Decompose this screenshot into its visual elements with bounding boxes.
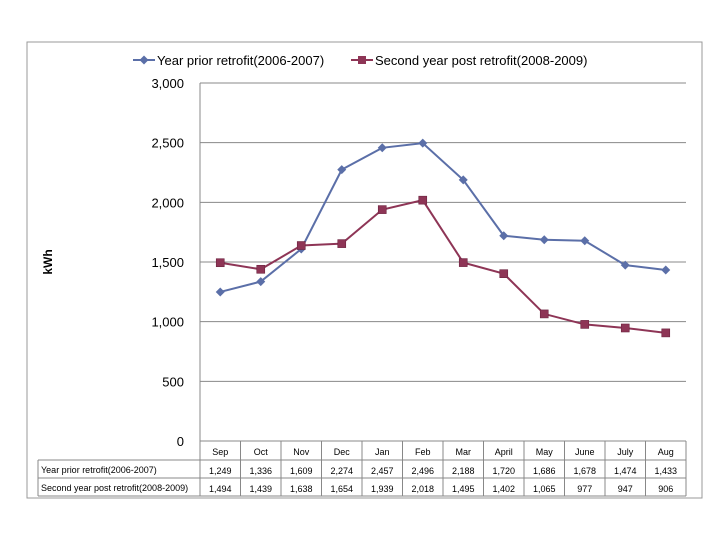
x-tick-label: Oct [254, 447, 269, 457]
data-point [337, 239, 347, 248]
x-tick-label: April [495, 447, 513, 457]
x-tick-label: Feb [415, 447, 431, 457]
y-tick-label: 3,000 [151, 76, 184, 91]
data-point [458, 258, 468, 267]
data-point [499, 231, 509, 241]
data-point [256, 277, 266, 287]
table-cell: 1,495 [452, 484, 475, 494]
table-cell: 1,474 [614, 466, 637, 476]
table-cell: 1,686 [533, 466, 556, 476]
table-cell: 1,402 [492, 484, 515, 494]
y-tick-label: 1,000 [151, 315, 184, 330]
x-tick-label: Dec [334, 447, 351, 457]
table-cell: 1,609 [290, 466, 313, 476]
data-point [215, 258, 225, 268]
x-tick-label: Mar [456, 447, 472, 457]
data-point [539, 235, 549, 245]
data-point [661, 265, 671, 275]
series-line [220, 199, 666, 334]
legend-label: Year prior retrofit(2006-2007) [157, 53, 324, 68]
x-tick-label: Jan [375, 447, 390, 457]
table-cell: 2,274 [330, 466, 353, 476]
y-tick-label: 1,500 [151, 255, 184, 270]
data-point [418, 195, 428, 205]
data-point [620, 323, 630, 333]
data-point [337, 165, 347, 175]
x-tick-label: June [575, 447, 595, 457]
legend-marker [358, 56, 366, 64]
data-point [580, 236, 590, 246]
table-cell: 1,939 [371, 484, 394, 494]
table-series-label: Second year post retrofit(2008-2009) [41, 483, 188, 493]
table-cell: 2,188 [452, 466, 475, 476]
data-point [296, 241, 306, 250]
data-point [620, 260, 630, 270]
data-point [377, 143, 387, 153]
table-cell: 906 [658, 484, 673, 494]
table-cell: 947 [618, 484, 633, 494]
table-cell: 1,439 [249, 484, 272, 494]
y-axis-label: kWh [41, 249, 55, 274]
data-point [499, 269, 509, 278]
chart-frame [26, 41, 703, 499]
data-point [539, 309, 549, 319]
data-point [661, 328, 671, 338]
table-series-label: Year prior retrofit(2006-2007) [41, 465, 157, 475]
table-cell: 1,678 [573, 466, 596, 476]
series-line [220, 142, 666, 293]
data-point [256, 264, 266, 274]
table-cell: 2,496 [411, 466, 434, 476]
y-tick-label: 2,500 [151, 136, 184, 151]
data-point [458, 175, 468, 185]
table-cell: 1,494 [209, 484, 232, 494]
x-tick-label: Sep [212, 447, 228, 457]
data-point [418, 138, 428, 148]
table-cell: 977 [577, 484, 592, 494]
table-cell: 1,336 [249, 466, 272, 476]
x-tick-label: Aug [658, 447, 674, 457]
table-cell: 1,433 [654, 466, 677, 476]
y-tick-label: 500 [162, 374, 184, 389]
data-point [215, 287, 225, 297]
x-tick-label: Nov [293, 447, 310, 457]
table-cell: 2,457 [371, 466, 394, 476]
y-tick-label: 0 [177, 434, 184, 449]
data-point [377, 205, 387, 214]
legend-label: Second year post retrofit(2008-2009) [375, 53, 587, 68]
table-cell: 1,065 [533, 484, 556, 494]
table-cell: 1,638 [290, 484, 313, 494]
data-point [580, 320, 590, 329]
table-cell: 2,018 [411, 484, 434, 494]
table-cell: 1,249 [209, 466, 232, 476]
table-cell: 1,720 [492, 466, 515, 476]
legend-marker [139, 55, 149, 65]
table-cell: 1,654 [330, 484, 353, 494]
y-tick-label: 2,000 [151, 195, 184, 210]
x-tick-label: May [536, 447, 554, 457]
x-tick-label: July [617, 447, 634, 457]
